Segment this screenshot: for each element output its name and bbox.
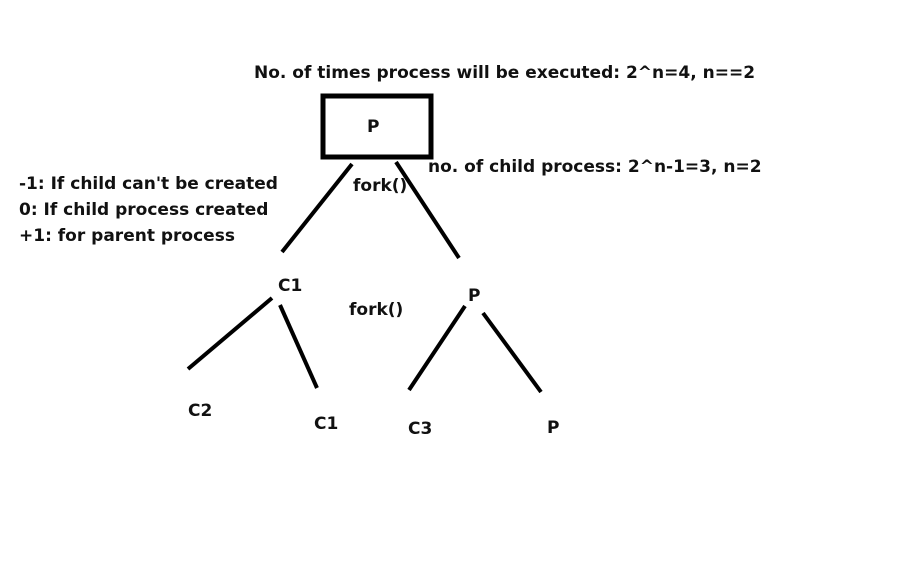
node-c2: C2 [188,401,213,421]
fork-call-1: fork() [353,176,408,196]
edge-root-p [394,160,461,260]
node-c1-level3: C1 [314,414,339,434]
fork-call-2: fork() [349,300,404,320]
legend-item-plus-one: +1: for parent process [19,226,235,246]
edge-root-c1 [280,162,354,254]
node-c3: C3 [408,419,433,439]
legend-item-minus-one: -1: If child can't be created [19,174,278,194]
child-count-annotation: no. of child process: 2^n-1=3, n=2 [428,157,762,177]
root-process-box [320,93,434,160]
edge-p-c3 [407,304,467,392]
node-root-p: P [367,117,380,137]
executions-annotation: No. of times process will be executed: 2… [254,63,756,83]
node-p-level3: P [547,418,560,438]
edge-p-p [481,311,543,394]
edge-c1-c1 [278,304,319,389]
node-c1: C1 [278,276,303,296]
fork-return-legend: -1: If child can't be created 0: If chil… [19,171,278,249]
node-p-level2: P [468,286,481,306]
edge-c1-c2 [186,296,274,371]
legend-item-zero: 0: If child process created [19,200,269,220]
